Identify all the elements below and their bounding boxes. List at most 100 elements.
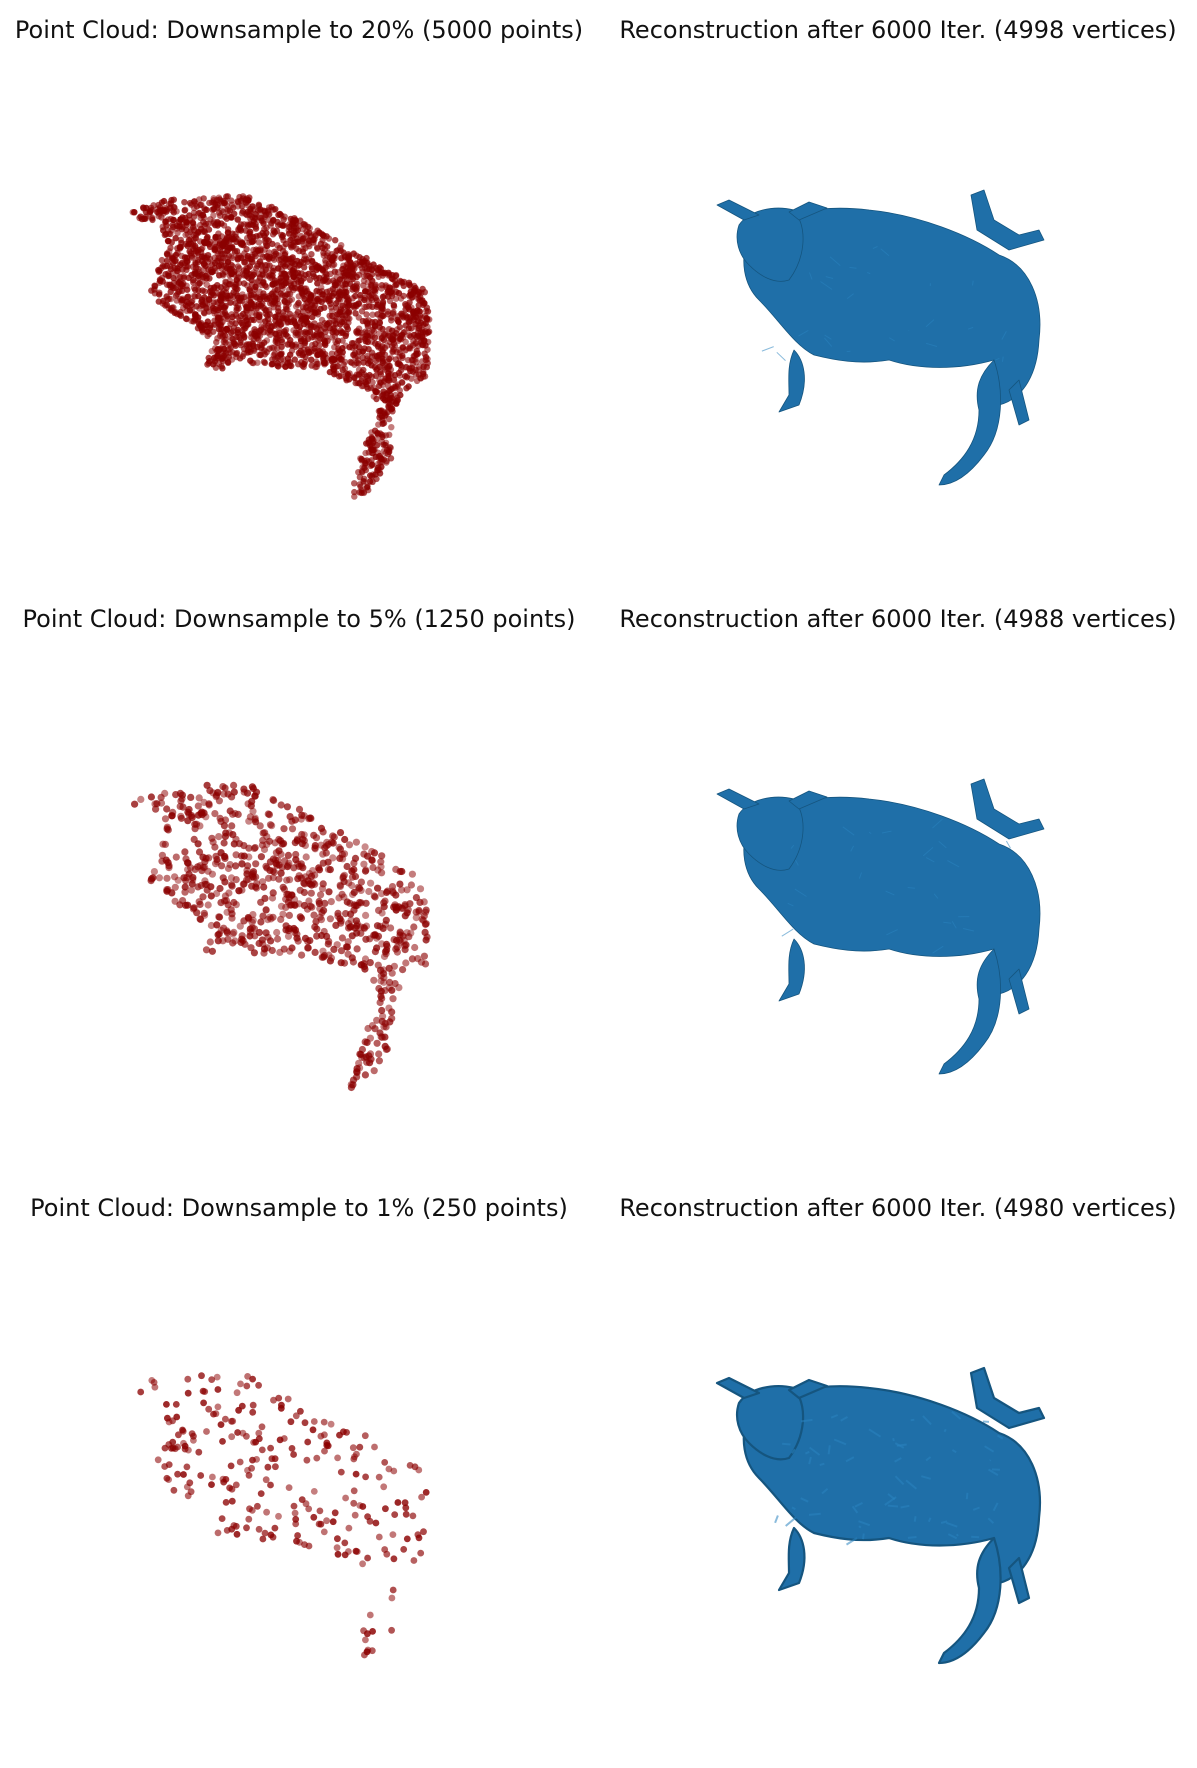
point-cloud-point: [351, 349, 359, 357]
mesh-facet-shade: [913, 1516, 917, 1522]
point-cloud-point: [334, 1535, 341, 1543]
point-cloud-point: [190, 198, 198, 205]
point-cloud-point: [381, 1546, 389, 1553]
point-cloud-point: [370, 261, 377, 268]
point-cloud-point: [276, 326, 283, 334]
mesh-facet-shade: [808, 1456, 812, 1465]
point-cloud-point: [400, 936, 408, 945]
point-cloud-point: [410, 1557, 418, 1564]
point-cloud-point: [402, 1510, 410, 1518]
point-cloud-point: [167, 244, 174, 252]
point-cloud-point: [258, 294, 265, 301]
point-cloud-point: [172, 292, 180, 299]
point-cloud-point: [253, 233, 260, 240]
point-cloud-point: [169, 221, 176, 229]
mesh-facet-shade: [842, 826, 855, 836]
point-cloud-point: [335, 354, 343, 361]
point-cloud-point: [236, 922, 244, 930]
mesh-facet-shade: [951, 1449, 957, 1454]
point-cloud-point: [302, 853, 310, 861]
mesh-facet-shade: [782, 1442, 791, 1446]
point-cloud-point: [303, 256, 310, 263]
point-cloud-point: [370, 1067, 378, 1075]
mesh-facet-shade: [830, 1414, 839, 1419]
point-cloud-point: [369, 277, 376, 285]
point-cloud-point: [234, 216, 242, 223]
point-cloud-point: [246, 287, 254, 295]
point-cloud-point: [249, 221, 256, 229]
point-cloud-point: [274, 339, 281, 347]
point-cloud-point: [298, 289, 306, 296]
point-cloud-point: [215, 913, 224, 921]
point-cloud-point: [290, 1502, 298, 1510]
point-cloud-point: [424, 360, 431, 367]
point-cloud-point: [363, 272, 370, 279]
point-cloud-point: [237, 341, 245, 349]
point-cloud-point: [252, 818, 260, 826]
point-cloud-point: [304, 937, 312, 945]
point-cloud-point: [230, 788, 238, 796]
point-cloud-point: [365, 887, 373, 896]
point-cloud-point: [237, 1380, 244, 1388]
point-cloud-point: [345, 252, 353, 260]
point-cloud-point: [161, 207, 168, 214]
point-cloud-point: [240, 842, 248, 850]
point-cloud-point: [255, 928, 263, 937]
point-cloud-point: [199, 863, 207, 871]
point-cloud-point: [184, 263, 191, 270]
point-cloud-point: [270, 1396, 277, 1404]
point-cloud-point: [309, 1426, 317, 1434]
point-cloud-point: [382, 1505, 389, 1513]
mesh-facet-shade: [867, 272, 871, 275]
point-cloud-point: [179, 1426, 186, 1434]
point-cloud-point: [355, 884, 364, 892]
mesh-hind-leg: [938, 948, 1001, 1075]
mesh-facet-shade: [925, 1456, 932, 1462]
point-cloud-point: [263, 833, 271, 841]
point-cloud-point: [379, 966, 388, 974]
point-cloud-point: [276, 948, 284, 956]
point-cloud-point: [373, 1039, 381, 1047]
point-cloud-point: [214, 1403, 222, 1411]
point-cloud-point: [308, 356, 315, 363]
point-cloud-point: [170, 260, 177, 267]
mesh-facet-shade: [790, 844, 795, 849]
point-cloud-point: [330, 261, 338, 268]
point-cloud-point: [288, 891, 296, 899]
point-cloud-point: [334, 293, 341, 300]
point-cloud-point: [243, 1524, 250, 1532]
point-cloud-point: [379, 417, 386, 424]
point-cloud-point: [374, 884, 382, 892]
point-cloud-point: [413, 377, 421, 385]
point-cloud-point: [351, 480, 358, 487]
mesh-facet-shade: [1002, 356, 1004, 362]
point-cloud-point: [375, 340, 382, 348]
point-cloud-point: [373, 944, 381, 952]
point-cloud-point: [385, 375, 392, 382]
point-cloud-point: [405, 383, 412, 390]
point-cloud-point: [310, 323, 317, 331]
mesh-facet-shade: [868, 1428, 882, 1438]
point-cloud-point: [385, 1465, 393, 1473]
point-cloud-point: [358, 1053, 366, 1061]
point-cloud-point: [278, 1401, 285, 1409]
point-cloud-point: [203, 305, 210, 312]
point-cloud-point: [152, 805, 160, 813]
point-cloud-point: [200, 909, 208, 917]
mesh-facet-shade: [987, 1517, 995, 1524]
point-cloud-point: [350, 1499, 358, 1507]
point-cloud-point: [230, 204, 237, 211]
point-cloud-point: [320, 249, 327, 257]
point-cloud-point: [243, 1382, 251, 1390]
point-cloud-point: [184, 1375, 192, 1383]
point-cloud-point: [292, 850, 300, 859]
point-cloud-point: [413, 347, 420, 355]
point-cloud-point: [167, 283, 174, 291]
point-cloud-point: [336, 321, 344, 328]
point-cloud-point: [165, 270, 172, 277]
point-cloud-point: [327, 954, 336, 962]
point-cloud-point: [291, 216, 299, 223]
point-cloud-point: [337, 1468, 345, 1476]
point-cloud-point: [220, 352, 228, 359]
